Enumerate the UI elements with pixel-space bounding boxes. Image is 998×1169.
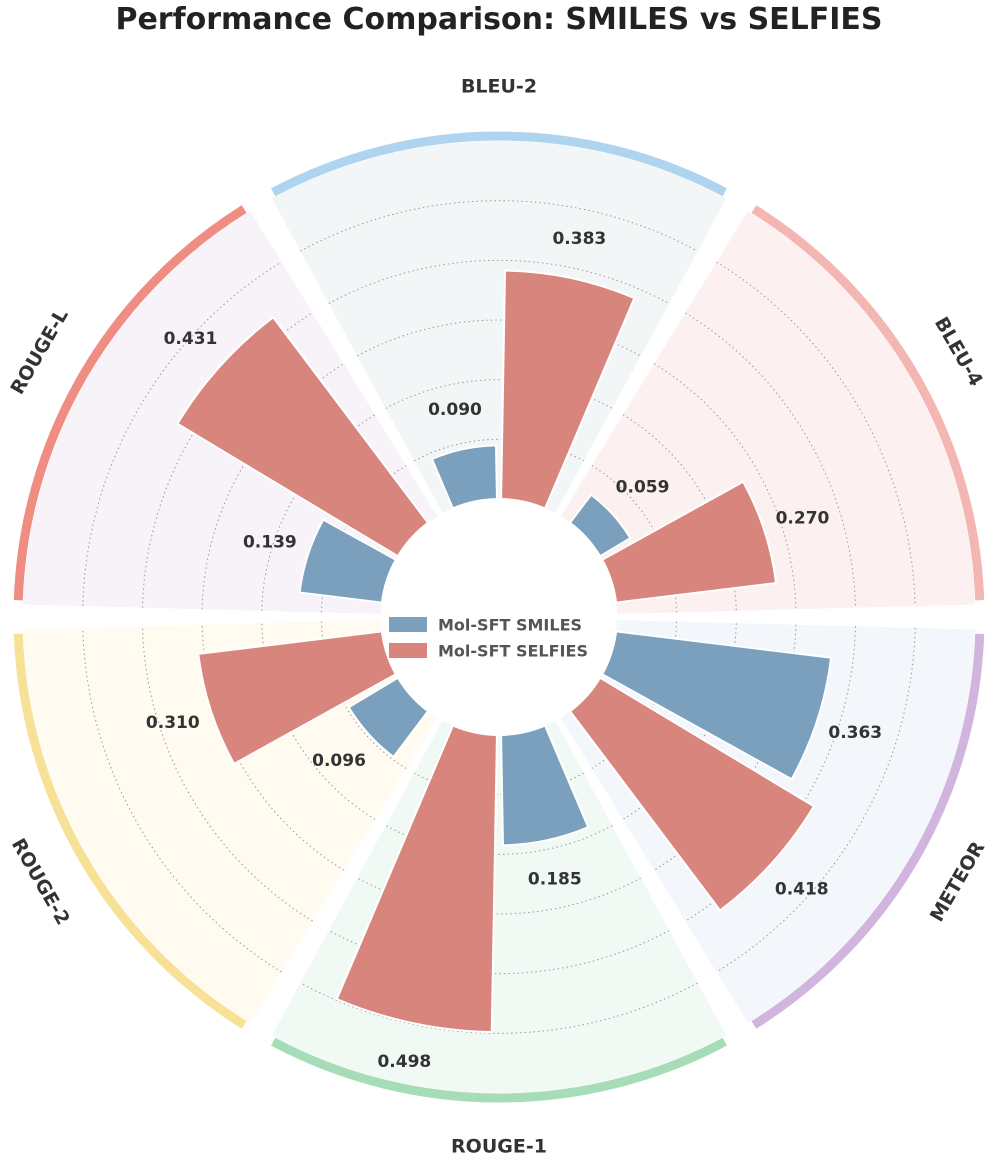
grid-arc (300, 982, 698, 1034)
grid-arc (261, 414, 376, 611)
data-label-selfies-bleu-4: 0.270 (776, 508, 830, 528)
chart-title: Performance Comparison: SMILES vs SELFIE… (115, 2, 883, 37)
data-label-smiles-meteor: 0.363 (828, 723, 882, 743)
category-label-rouge-2: ROUGE-2 (7, 835, 74, 929)
data-label-smiles-rouge-1: 0.185 (528, 870, 582, 890)
category-label-meteor: METEOR (926, 838, 990, 926)
outer-ring-rouge-2 (13, 633, 247, 1029)
grid-arc (82, 627, 282, 973)
legend-swatch-selfies (389, 643, 427, 658)
sector-bleu-2 (271, 141, 727, 617)
category-label-rouge-1: ROUGE-1 (451, 1136, 547, 1158)
data-label-selfies-meteor: 0.418 (775, 880, 829, 900)
grid-arc (622, 623, 737, 820)
legend-swatch-smiles (389, 617, 427, 632)
grid-arc (622, 414, 737, 611)
data-label-selfies-rouge-l: 0.431 (164, 329, 218, 349)
sector-bleu-4 (499, 211, 975, 617)
legend-label-smiles: Mol-SFT SMILES (438, 616, 582, 635)
data-label-selfies-rouge-1: 0.498 (377, 1052, 431, 1072)
center-hole (381, 499, 617, 735)
outer-ring-bleu-4 (751, 205, 985, 601)
outer-ring-bleu-2 (271, 131, 727, 197)
data-label-selfies-bleu-2: 0.383 (552, 229, 606, 249)
grid-arc (385, 825, 613, 855)
category-label-bleu-2: BLEU-2 (461, 76, 537, 98)
legend-label-selfies: Mol-SFT SELFIES (438, 642, 588, 661)
outer-ring-rouge-l (13, 205, 247, 601)
outer-ring-rouge-1 (271, 1037, 727, 1103)
grid-arc (716, 261, 916, 607)
grid-arc (300, 200, 698, 252)
data-label-smiles-bleu-2: 0.090 (428, 400, 482, 420)
grid-arc (716, 627, 916, 973)
data-label-smiles-rouge-2: 0.096 (312, 751, 366, 771)
grid-arc (82, 261, 282, 607)
data-label-smiles-rouge-l: 0.139 (243, 533, 297, 553)
category-label-bleu-4: BLEU-4 (930, 313, 987, 390)
grid-arc (261, 623, 376, 820)
data-label-smiles-bleu-4: 0.059 (616, 478, 670, 498)
grid-arc (385, 379, 613, 409)
outer-ring-meteor (751, 633, 985, 1029)
data-label-selfies-rouge-2: 0.310 (146, 713, 200, 733)
category-label-rouge-l: ROUGE-L (6, 305, 72, 398)
